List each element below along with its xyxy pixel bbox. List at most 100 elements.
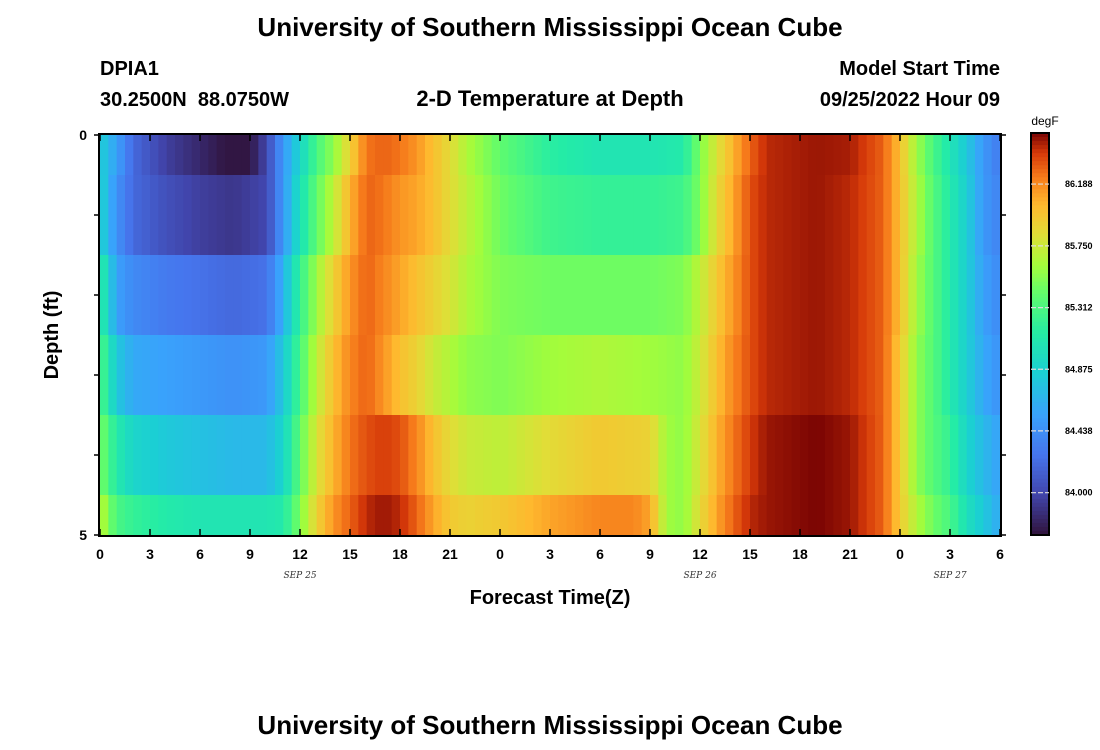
- heatmap-cell: [991, 135, 1001, 176]
- heatmap-cell: [533, 415, 543, 496]
- heatmap-cell: [191, 415, 201, 496]
- heatmap-cell: [916, 255, 926, 336]
- heatmap-cell: [600, 175, 609, 256]
- heatmap-cell: [441, 335, 451, 416]
- colorbar-swatch: [1031, 390, 1049, 395]
- heatmap-cell: [258, 495, 268, 536]
- x-tick-label: 6: [596, 546, 604, 562]
- colorbar-swatch: [1031, 169, 1049, 174]
- heatmap-cell: [141, 415, 151, 496]
- heatmap-cell: [233, 135, 243, 176]
- heatmap-cell: [558, 135, 568, 176]
- chart-subtitle: 2-D Temperature at Depth: [416, 86, 683, 111]
- heatmap-cell: [391, 135, 401, 176]
- heatmap-cell: [216, 175, 226, 256]
- heatmap-cell: [483, 255, 493, 336]
- heatmap-cell: [641, 175, 651, 256]
- heatmap-cell: [666, 135, 676, 176]
- heatmap-cell: [716, 135, 726, 176]
- heatmap-cell: [975, 135, 984, 176]
- station-id: DPIA1: [100, 58, 159, 80]
- heatmap-cell: [641, 135, 651, 176]
- heatmap-cell: [408, 255, 418, 336]
- heatmap-cell: [116, 335, 126, 416]
- heatmap-cell: [233, 255, 243, 336]
- heatmap-cell: [600, 495, 609, 536]
- heatmap-cell: [183, 495, 193, 536]
- heatmap-cell: [175, 135, 184, 176]
- heatmap-cell: [133, 335, 143, 416]
- heatmap-cell: [141, 495, 151, 536]
- heatmap-cell: [283, 175, 293, 256]
- heatmap-cell: [700, 335, 709, 416]
- heatmap-cell: [483, 415, 493, 496]
- heatmap-cell: [666, 415, 676, 496]
- heatmap-cell: [700, 135, 709, 176]
- colorbar-swatch: [1031, 225, 1049, 231]
- heatmap-cell: [533, 175, 543, 256]
- colorbar-swatch: [1031, 370, 1049, 375]
- heatmap-cell: [500, 495, 509, 536]
- heatmap-cell: [491, 415, 501, 496]
- heatmap-plot: [100, 135, 1001, 536]
- heatmap-cell: [825, 335, 834, 416]
- heatmap-cell: [100, 495, 109, 536]
- heatmap-cell: [150, 135, 159, 176]
- colorbar-swatch: [1031, 329, 1049, 335]
- heatmap-cell: [725, 415, 734, 496]
- heatmap-cell: [375, 495, 384, 536]
- heatmap-cell: [875, 135, 884, 176]
- heatmap-cell: [525, 495, 534, 536]
- heatmap-cell: [166, 255, 176, 336]
- heatmap-cell: [333, 255, 343, 336]
- heatmap-cell: [225, 175, 234, 256]
- heatmap-cell: [550, 335, 559, 416]
- heatmap-cell: [591, 495, 601, 536]
- heatmap-cell: [216, 255, 226, 336]
- heatmap-cell: [900, 495, 909, 536]
- heatmap-cell: [200, 495, 209, 536]
- heatmap-cell: [316, 175, 326, 256]
- heatmap-cell: [208, 335, 218, 416]
- heatmap-cell: [150, 255, 159, 336]
- heatmap-cell: [133, 495, 143, 536]
- heatmap-cell: [291, 255, 301, 336]
- colorbar-swatch: [1031, 317, 1049, 323]
- heatmap-cell: [675, 335, 684, 416]
- heatmap-cell: [808, 415, 818, 496]
- heatmap-cell: [941, 135, 951, 176]
- heatmap-cell: [325, 175, 334, 256]
- heatmap-cell: [958, 495, 968, 536]
- heatmap-cell: [858, 335, 868, 416]
- heatmap-cell: [908, 255, 918, 336]
- heatmap-cell: [258, 335, 268, 416]
- heatmap-cell: [575, 415, 584, 496]
- heatmap-cell: [350, 335, 359, 416]
- colorbar-swatch: [1031, 474, 1049, 480]
- heatmap-cell: [958, 175, 968, 256]
- heatmap-cell: [766, 255, 776, 336]
- x-tick-label: 9: [646, 546, 654, 562]
- heatmap-cell: [708, 335, 718, 416]
- heatmap-cell: [858, 175, 868, 256]
- heatmap-cell: [291, 175, 301, 256]
- heatmap-cell: [808, 255, 818, 336]
- heatmap-cell: [950, 495, 959, 536]
- colorbar-swatch: [1031, 430, 1049, 436]
- heatmap-cell: [108, 255, 118, 336]
- heatmap-cell: [300, 415, 309, 496]
- heatmap-cell: [616, 255, 626, 336]
- heatmap-cell: [325, 335, 334, 416]
- heatmap-cell: [191, 335, 201, 416]
- heatmap-cell: [150, 495, 159, 536]
- heatmap-cell: [891, 495, 901, 536]
- heatmap-cell: [766, 495, 776, 536]
- heatmap-cell: [125, 135, 134, 176]
- heatmap-cell: [733, 495, 743, 536]
- colorbar-swatch: [1031, 201, 1049, 206]
- x-tick-label: 21: [442, 546, 458, 562]
- heatmap-cell: [250, 415, 259, 496]
- heatmap-cell: [341, 255, 351, 336]
- heatmap-cell: [666, 335, 676, 416]
- heatmap-cell: [208, 415, 218, 496]
